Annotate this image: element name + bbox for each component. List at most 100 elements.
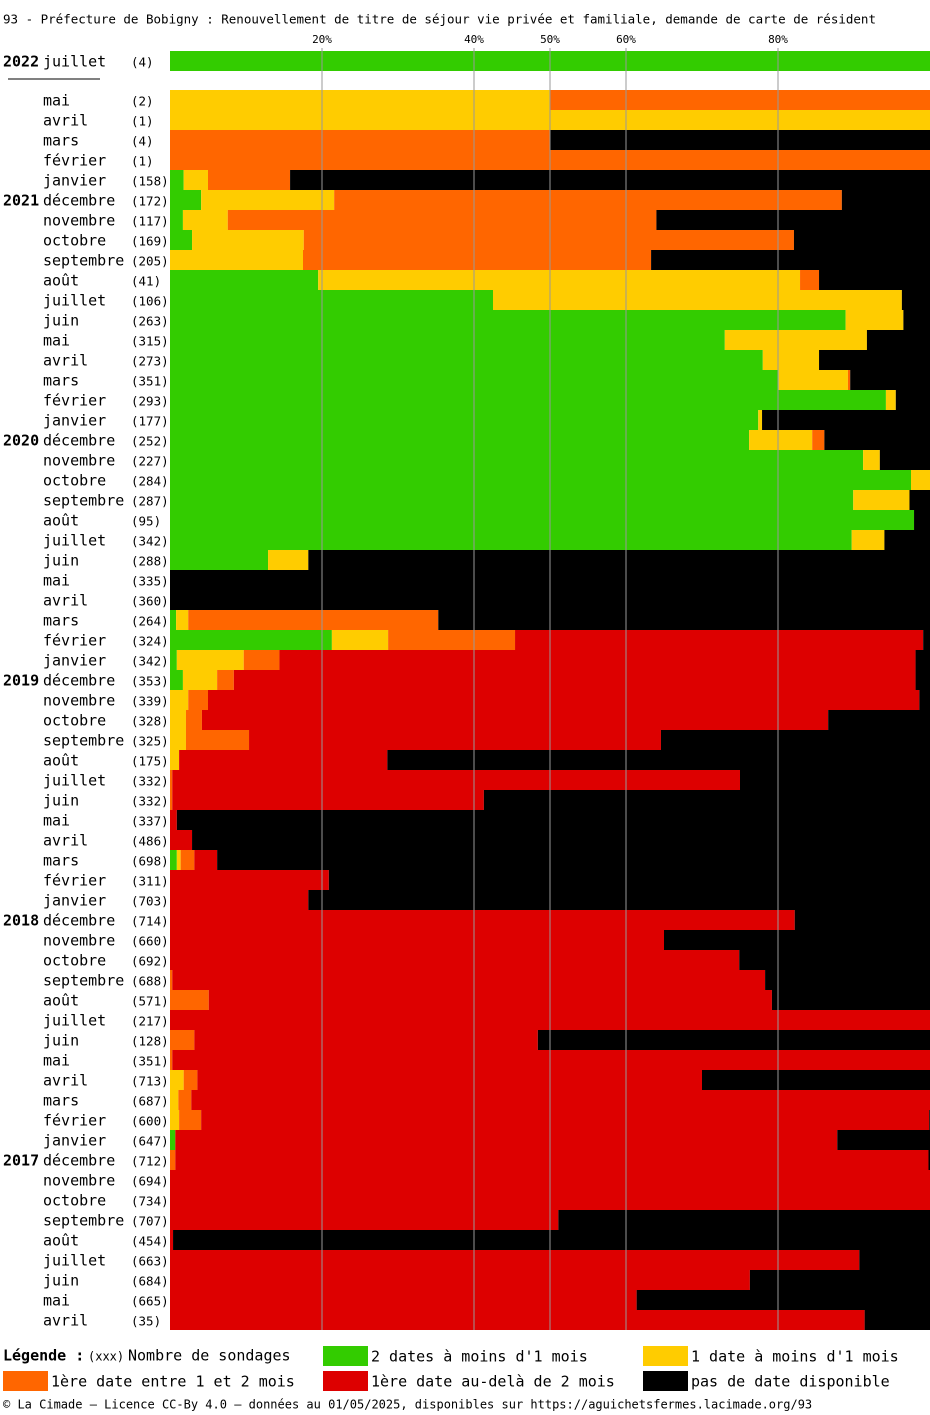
bar-segment	[170, 990, 209, 1010]
bar-segment	[290, 170, 930, 190]
count-label: (351)	[131, 374, 169, 389]
bar-segment	[217, 850, 930, 870]
bar-segment	[758, 410, 763, 430]
bar-segment	[864, 1310, 930, 1330]
category-label: avril	[43, 1312, 88, 1330]
bar-segment	[170, 870, 329, 890]
category-label: juin	[43, 1272, 79, 1290]
category-label: mai	[43, 92, 70, 110]
count-label: (687)	[131, 1094, 169, 1109]
bar-segment	[828, 710, 930, 730]
bar-segment	[185, 710, 202, 730]
category-label: septembre	[43, 1212, 124, 1230]
bar-segment	[170, 550, 269, 570]
count-label: (360)	[131, 594, 169, 609]
category-label: janvier	[43, 172, 106, 190]
category-label: février	[43, 152, 106, 170]
bar-segment	[919, 690, 930, 710]
category-label: avril	[43, 352, 88, 370]
bar-segment	[170, 190, 202, 210]
bar-segment	[328, 870, 930, 890]
bar-segment	[438, 610, 930, 630]
bar-segment	[819, 350, 930, 370]
count-label: (684)	[131, 1274, 169, 1289]
year-label: 2019	[3, 672, 39, 690]
bar-segment	[879, 450, 930, 470]
category-label: décembre	[43, 432, 115, 450]
count-label: (287)	[131, 494, 169, 509]
bar-segment	[170, 910, 795, 930]
count-label: (353)	[131, 674, 169, 689]
bar-segment	[483, 790, 930, 810]
bar-segment	[170, 1130, 176, 1150]
count-label: (128)	[131, 1034, 169, 1049]
bar-segment	[303, 230, 794, 250]
count-label: (698)	[131, 854, 169, 869]
count-label: (288)	[131, 554, 169, 569]
bar-segment	[387, 750, 930, 770]
bar-segment	[170, 810, 177, 830]
bar-segment	[651, 250, 930, 270]
count-label: (703)	[131, 894, 169, 909]
bar-segment	[170, 970, 173, 990]
bar-segment	[172, 970, 766, 990]
bar-segment	[859, 1250, 930, 1270]
count-label: (339)	[131, 694, 169, 709]
category-label: octobre	[43, 952, 106, 970]
bar-segment	[895, 390, 930, 410]
year-label: 2018	[3, 912, 39, 930]
bar-segment	[901, 290, 930, 310]
category-label: juin	[43, 312, 79, 330]
x-tick-label: 20%	[312, 33, 332, 46]
category-label: mars	[43, 612, 79, 630]
bar-segment	[824, 430, 930, 450]
bar-segment	[183, 1070, 198, 1090]
bar-segment	[170, 1110, 180, 1130]
category-label: décembre	[43, 1152, 115, 1170]
bar-segment	[243, 650, 280, 670]
year-label: 2017	[3, 1152, 39, 1170]
bar-segment	[172, 1050, 930, 1070]
bar-segment	[182, 670, 218, 690]
bar-segment	[334, 190, 842, 210]
category-label: mars	[43, 372, 79, 390]
count-label: (351)	[131, 1054, 169, 1069]
legend-label: 1ère date entre 1 et 2 mois	[51, 1373, 295, 1391]
count-label: (205)	[131, 254, 169, 269]
bar-segment	[201, 710, 829, 730]
bar-segment	[170, 830, 193, 850]
category-label: juillet	[43, 292, 106, 310]
bar-segment	[170, 170, 184, 190]
bar-segment	[724, 330, 867, 350]
count-label: (328)	[131, 714, 169, 729]
bar-segment	[884, 530, 930, 550]
bar-segment	[762, 350, 820, 370]
category-label: octobre	[43, 232, 106, 250]
bar-segment	[170, 230, 193, 250]
bar-segment	[176, 650, 244, 670]
category-label: septembre	[43, 732, 124, 750]
category-label: mai	[43, 572, 70, 590]
category-label: juillet	[43, 1012, 106, 1030]
legend-swatch	[643, 1371, 688, 1391]
bar-segment	[702, 1070, 930, 1090]
bar-segment	[170, 270, 319, 290]
bar-segment	[179, 1110, 202, 1130]
bar-segment	[188, 610, 439, 630]
legend-title: Légende :	[3, 1347, 84, 1365]
bar-segment	[170, 1250, 860, 1270]
bar-segment	[208, 690, 920, 710]
category-label: juillet	[43, 532, 106, 550]
category-label: mai	[43, 1292, 70, 1310]
category-label: février	[43, 392, 106, 410]
count-label: (264)	[131, 614, 169, 629]
legend-label: pas de date disponible	[691, 1373, 890, 1391]
bar-segment	[866, 330, 930, 350]
category-label: juin	[43, 792, 79, 810]
count-label: (284)	[131, 474, 169, 489]
bar-segment	[201, 190, 335, 210]
count-label: (324)	[131, 634, 169, 649]
bar-segment	[915, 670, 930, 690]
bar-segment	[182, 210, 228, 230]
